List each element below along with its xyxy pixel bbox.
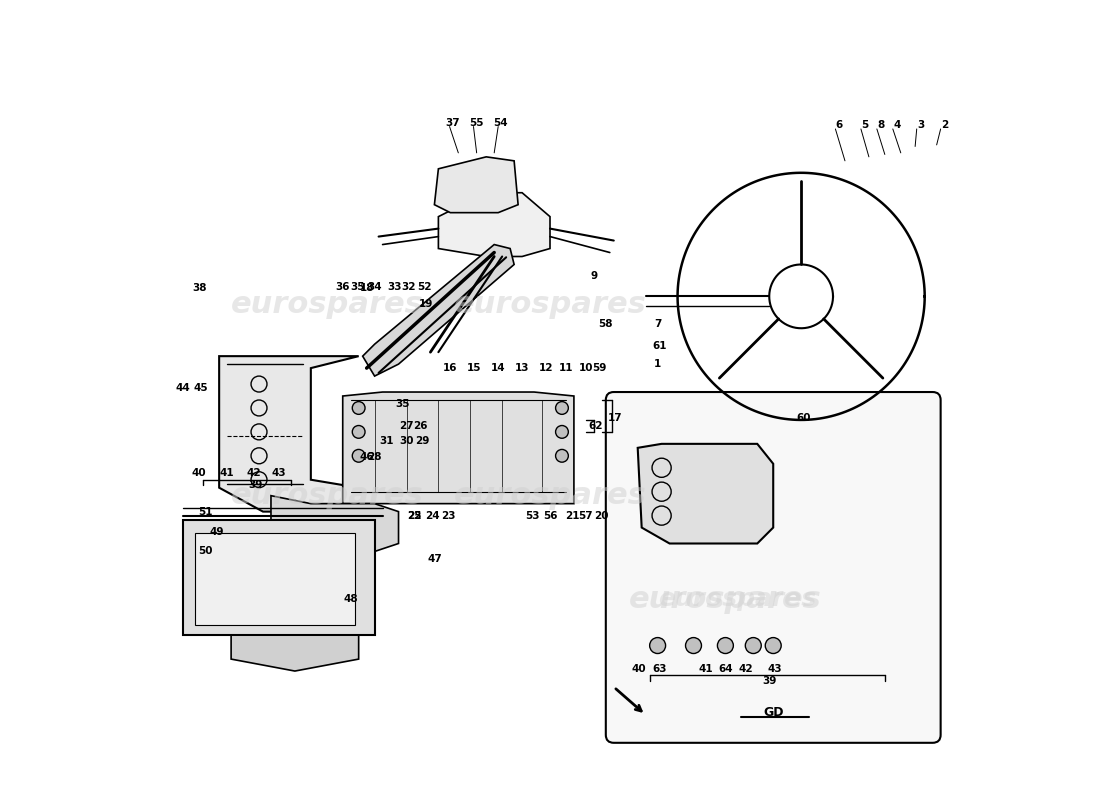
FancyBboxPatch shape: [195, 533, 354, 625]
Text: 55: 55: [470, 118, 484, 127]
Text: 50: 50: [198, 546, 213, 557]
Circle shape: [352, 426, 365, 438]
Text: 54: 54: [493, 118, 508, 127]
Text: 45: 45: [194, 383, 208, 393]
Polygon shape: [231, 635, 359, 671]
Polygon shape: [343, 392, 574, 504]
Circle shape: [556, 426, 569, 438]
Text: 62: 62: [588, 421, 603, 430]
Text: 39: 39: [762, 676, 777, 686]
Circle shape: [717, 638, 734, 654]
Text: 32: 32: [400, 282, 416, 292]
Text: 59: 59: [592, 363, 606, 373]
Polygon shape: [439, 193, 550, 257]
Text: 20: 20: [595, 510, 609, 521]
Text: 48: 48: [343, 594, 358, 604]
FancyBboxPatch shape: [606, 392, 940, 743]
Circle shape: [352, 450, 365, 462]
Text: 4: 4: [893, 120, 901, 130]
Text: 30: 30: [399, 437, 414, 446]
Text: 57: 57: [579, 510, 593, 521]
Text: 34: 34: [367, 282, 382, 292]
Text: 42: 42: [738, 665, 752, 674]
Text: eurospares: eurospares: [230, 290, 424, 319]
Text: 64: 64: [718, 665, 733, 674]
Text: 53: 53: [525, 510, 540, 521]
Text: 35: 35: [395, 399, 410, 409]
Text: 63: 63: [652, 665, 668, 674]
Text: 3: 3: [917, 120, 924, 130]
Text: 23: 23: [441, 510, 456, 521]
Text: 16: 16: [443, 363, 458, 373]
Text: 6: 6: [835, 120, 843, 130]
Text: 27: 27: [399, 421, 414, 430]
Polygon shape: [638, 444, 773, 543]
Polygon shape: [363, 245, 514, 376]
Polygon shape: [219, 356, 359, 512]
Text: 1: 1: [654, 359, 661, 369]
Text: 8: 8: [877, 120, 884, 130]
Text: 18: 18: [360, 283, 374, 294]
Text: 46: 46: [360, 452, 374, 462]
Text: 7: 7: [653, 319, 661, 330]
Text: 51: 51: [198, 506, 213, 517]
Text: 13: 13: [515, 363, 529, 373]
Text: 37: 37: [446, 118, 460, 127]
Text: 60: 60: [796, 413, 811, 422]
Text: 42: 42: [246, 468, 261, 478]
Text: 31: 31: [379, 437, 394, 446]
Text: 33: 33: [387, 282, 402, 292]
Circle shape: [650, 638, 666, 654]
Text: 17: 17: [608, 413, 623, 422]
Text: 28: 28: [367, 452, 382, 462]
Text: eurospares: eurospares: [453, 290, 647, 319]
Text: 19: 19: [419, 299, 433, 310]
Circle shape: [556, 450, 569, 462]
Text: eurospares: eurospares: [658, 587, 816, 611]
Text: 61: 61: [652, 341, 668, 350]
Text: 49: 49: [209, 526, 224, 537]
Text: 10: 10: [579, 363, 593, 373]
Text: 22: 22: [407, 510, 421, 521]
Polygon shape: [434, 157, 518, 213]
Circle shape: [352, 402, 365, 414]
Text: 56: 56: [542, 510, 558, 521]
Text: 41: 41: [220, 468, 234, 478]
Circle shape: [766, 638, 781, 654]
Text: 9: 9: [591, 271, 597, 282]
Text: 15: 15: [468, 363, 482, 373]
Text: 25: 25: [407, 510, 421, 521]
Text: 43: 43: [272, 468, 286, 478]
Text: 35: 35: [350, 282, 364, 292]
Circle shape: [556, 402, 569, 414]
Text: 40: 40: [632, 665, 647, 674]
Text: 47: 47: [427, 554, 442, 565]
Text: 5: 5: [861, 120, 869, 130]
Text: 43: 43: [768, 665, 782, 674]
Text: 58: 58: [598, 319, 613, 330]
Text: 24: 24: [426, 510, 440, 521]
Text: 38: 38: [192, 283, 207, 294]
Text: 21: 21: [565, 510, 580, 521]
Text: 52: 52: [417, 282, 431, 292]
Text: 40: 40: [191, 468, 207, 478]
Text: eurospares: eurospares: [629, 585, 822, 614]
Text: 2: 2: [940, 120, 948, 130]
Circle shape: [685, 638, 702, 654]
Circle shape: [746, 638, 761, 654]
Text: 11: 11: [559, 363, 573, 373]
Text: GD: GD: [763, 706, 783, 719]
Text: 44: 44: [176, 383, 190, 393]
Polygon shape: [271, 496, 398, 551]
Text: 41: 41: [698, 665, 713, 674]
Text: 36: 36: [336, 282, 350, 292]
Text: eurospares: eurospares: [230, 481, 424, 510]
Text: eurospares: eurospares: [453, 481, 647, 510]
Text: 12: 12: [539, 363, 553, 373]
Text: 29: 29: [416, 437, 430, 446]
FancyBboxPatch shape: [184, 519, 375, 635]
Text: 14: 14: [491, 363, 506, 373]
Text: 26: 26: [414, 421, 428, 430]
Text: 39: 39: [248, 480, 262, 490]
